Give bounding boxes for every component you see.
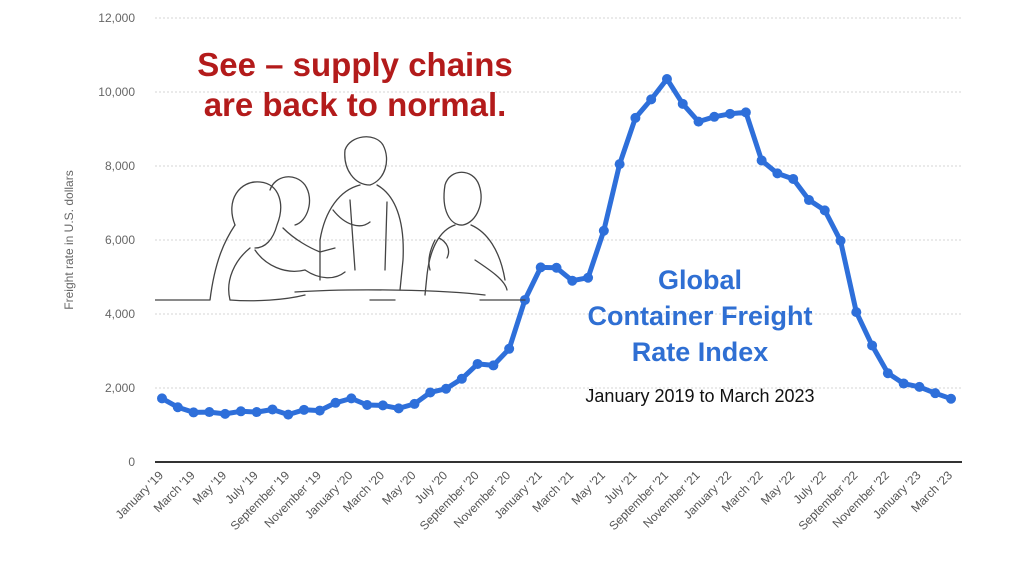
data-points: [157, 74, 956, 420]
data-point: [882, 368, 893, 379]
data-point: [725, 108, 736, 119]
data-point: [693, 116, 704, 127]
data-point: [346, 393, 357, 404]
data-point: [788, 173, 799, 184]
data-point: [172, 402, 183, 413]
x-tick-label: May '20: [379, 468, 419, 508]
people-sketch-illustration: [155, 136, 526, 302]
data-point: [946, 393, 956, 404]
y-tick-label: 12,000: [98, 11, 135, 25]
data-point: [188, 407, 199, 418]
callout-text: See – supply chains are back to normal.: [160, 45, 550, 125]
y-tick-label: 2,000: [105, 381, 135, 395]
x-tick-label: May '21: [569, 468, 609, 508]
y-axis-label: Freight rate in U.S. dollars: [62, 170, 76, 309]
data-point: [614, 159, 625, 170]
data-point: [393, 403, 404, 414]
y-tick-label: 0: [128, 455, 135, 469]
data-point: [504, 343, 515, 354]
data-point: [251, 407, 262, 418]
data-point: [441, 383, 452, 394]
data-point: [220, 408, 231, 419]
data-point: [567, 275, 578, 286]
data-point: [299, 404, 310, 415]
data-point: [677, 98, 688, 109]
data-point: [898, 378, 909, 389]
y-tick-label: 6,000: [105, 233, 135, 247]
gridlines: [155, 17, 962, 389]
chart-subtitle: January 2019 to March 2023: [585, 386, 815, 406]
data-point: [630, 112, 641, 123]
data-point: [598, 225, 609, 236]
data-point: [756, 155, 767, 166]
callout-line-1: See – supply chains: [197, 46, 513, 83]
data-point: [267, 404, 278, 415]
data-point: [425, 387, 436, 398]
data-point: [803, 195, 814, 206]
x-tick-label: May '19: [190, 468, 230, 508]
data-point: [535, 262, 546, 273]
data-point: [740, 107, 751, 118]
data-point: [235, 406, 246, 417]
y-tick-label: 10,000: [98, 85, 135, 99]
data-point: [472, 358, 483, 369]
x-tick-label: May '22: [758, 468, 798, 508]
data-point: [456, 373, 467, 384]
data-point: [409, 398, 420, 409]
y-tick-label: 4,000: [105, 307, 135, 321]
data-point: [772, 168, 783, 179]
data-point: [362, 400, 373, 411]
y-axis-ticks: 0 2,000 4,000 6,000 8,000 10,000 12,000: [98, 11, 135, 469]
data-point: [661, 74, 672, 85]
data-point: [377, 400, 388, 411]
callout-line-2: are back to normal.: [203, 86, 507, 123]
chart-title-line-3: Rate Index: [631, 337, 769, 367]
data-point: [851, 307, 862, 318]
chart-title-line-2: Container Freight: [587, 301, 813, 331]
data-point: [314, 405, 325, 416]
data-point: [583, 272, 594, 283]
data-point: [646, 94, 657, 105]
chart-title: Global Container Freight Rate Index: [545, 262, 855, 370]
data-point: [330, 397, 341, 408]
data-point: [283, 409, 294, 420]
data-point: [204, 407, 215, 418]
data-point: [488, 360, 499, 371]
y-tick-label: 8,000: [105, 159, 135, 173]
data-point: [835, 235, 846, 246]
data-point: [914, 381, 925, 392]
data-point: [930, 388, 941, 399]
data-point: [867, 340, 878, 351]
data-point: [551, 262, 562, 273]
chart-title-line-1: Global: [657, 265, 742, 295]
data-point: [709, 111, 720, 122]
data-point: [157, 393, 167, 404]
data-point: [819, 205, 830, 216]
